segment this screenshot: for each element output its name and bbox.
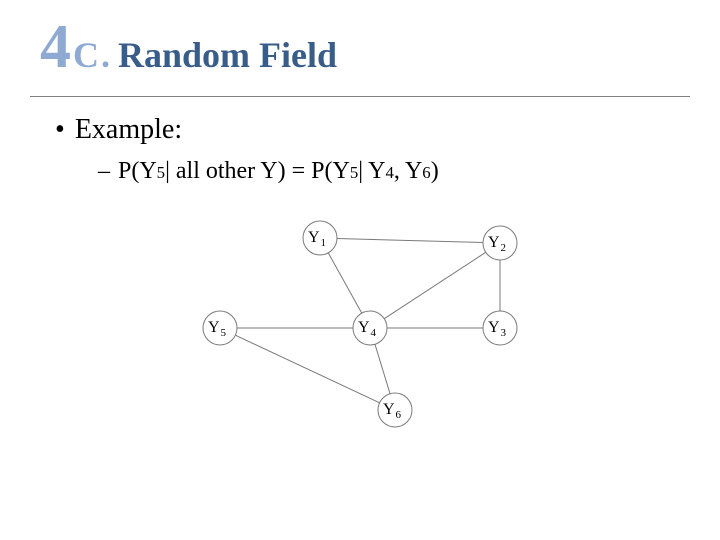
graph-svg: Y1 Y2 Y3 Y4 Y5 Y6 bbox=[170, 210, 550, 440]
edge-Y5-Y6 bbox=[235, 335, 379, 403]
bullet-line: • Example: bbox=[55, 114, 182, 146]
edge-Y1-Y2 bbox=[337, 238, 483, 242]
node-Y6: Y6 bbox=[378, 393, 412, 427]
formula-p1: P(Y bbox=[118, 158, 157, 185]
title-divider bbox=[30, 96, 690, 97]
network-graph: Y1 Y2 Y3 Y4 Y5 Y6 bbox=[170, 210, 550, 440]
title-text: Random Field bbox=[118, 37, 337, 73]
slide: 4 C . Random Field • Example: – P(Y 5 | … bbox=[0, 0, 720, 540]
formula-line: – P(Y 5 | all other Y) = P(Y 5 | Y 4 , Y… bbox=[98, 158, 439, 185]
title-number: 4 bbox=[40, 16, 71, 78]
formula-dash: – bbox=[98, 158, 110, 185]
slide-title: 4 C . Random Field bbox=[40, 16, 337, 78]
node-Y1: Y1 bbox=[303, 221, 337, 255]
node-Y4: Y4 bbox=[353, 311, 387, 345]
formula-p4: , Y bbox=[394, 158, 422, 185]
node-Y5: Y5 bbox=[203, 311, 237, 345]
node-Y3: Y3 bbox=[483, 311, 517, 345]
bullet-marker: • bbox=[55, 116, 65, 144]
node-Y2: Y2 bbox=[483, 226, 517, 260]
formula-p3: | Y bbox=[358, 158, 385, 185]
bullet-text: Example: bbox=[75, 114, 182, 146]
title-subletter: C bbox=[73, 37, 99, 73]
title-dot: . bbox=[101, 37, 110, 73]
edge-Y2-Y4 bbox=[384, 252, 486, 318]
formula-p2: | all other Y) = P(Y bbox=[165, 158, 350, 185]
edge-Y1-Y4 bbox=[328, 253, 361, 313]
edge-Y4-Y6 bbox=[375, 344, 390, 393]
formula-p5: ) bbox=[431, 158, 439, 185]
